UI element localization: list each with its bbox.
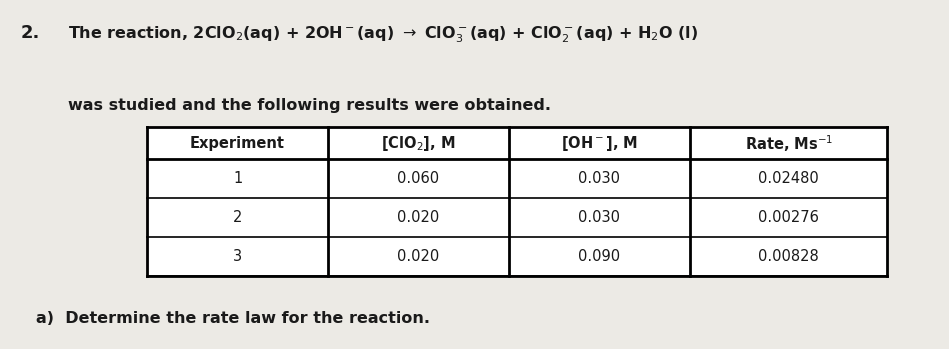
Text: 0.060: 0.060: [398, 171, 439, 186]
Text: 0.020: 0.020: [398, 210, 439, 225]
Text: 1: 1: [233, 171, 242, 186]
Text: 0.030: 0.030: [579, 171, 621, 186]
Text: Rate, Ms$^{-1}$: Rate, Ms$^{-1}$: [745, 133, 832, 154]
Text: 3: 3: [233, 249, 242, 264]
Text: 0.090: 0.090: [578, 249, 621, 264]
Text: 0.00828: 0.00828: [758, 249, 819, 264]
Text: 2.: 2.: [21, 24, 40, 43]
Text: a)  Determine the rate law for the reaction.: a) Determine the rate law for the reacti…: [36, 311, 430, 326]
Text: 2: 2: [233, 210, 242, 225]
Text: 0.02480: 0.02480: [758, 171, 819, 186]
Text: 0.020: 0.020: [398, 249, 439, 264]
Text: The reaction, 2ClO$_2$(aq) + 2OH$^-$(aq) $\rightarrow$ ClO$_3^-$(aq) + ClO$_2^-$: The reaction, 2ClO$_2$(aq) + 2OH$^-$(aq)…: [68, 24, 698, 45]
Text: Experiment: Experiment: [190, 136, 285, 151]
Bar: [147, 127, 887, 276]
Text: was studied and the following results were obtained.: was studied and the following results we…: [68, 98, 551, 113]
Text: [OH$^-$], M: [OH$^-$], M: [561, 134, 638, 153]
Text: 0.00276: 0.00276: [758, 210, 819, 225]
Text: 0.030: 0.030: [579, 210, 621, 225]
Text: [ClO$_2$], M: [ClO$_2$], M: [381, 134, 456, 153]
